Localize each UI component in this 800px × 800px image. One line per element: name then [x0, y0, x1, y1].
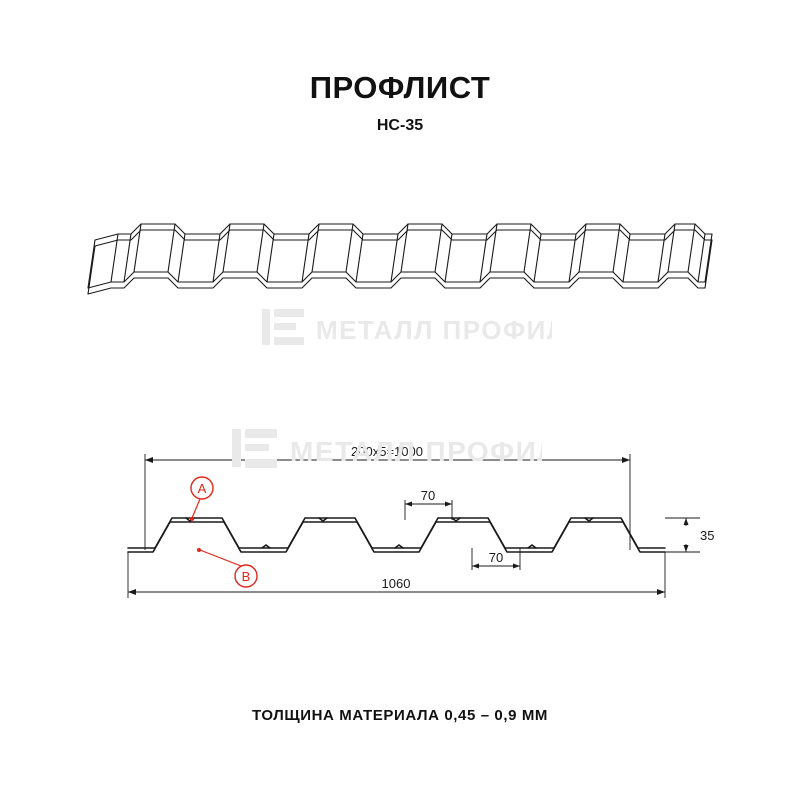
isometric-view: [0, 190, 800, 370]
callout-b-circle: [234, 564, 258, 588]
callout-b: B: [197, 548, 258, 588]
callout-a-label: A: [198, 481, 207, 496]
corrugation-lines: [87, 223, 713, 295]
dim-height: [665, 517, 700, 553]
callout-b-leader: [199, 549, 242, 567]
callout-a-dot: [190, 517, 194, 521]
callout-b-dot: [197, 548, 201, 552]
section-view: 200x5=1000 70 70: [0, 430, 800, 620]
section-svg: 200x5=1000 70 70: [127, 444, 714, 598]
profile-outline: [127, 517, 666, 553]
dim-label-total-width: 1060: [382, 576, 411, 591]
dim-label-height: 35: [700, 528, 714, 543]
dim-module-top: [144, 454, 631, 550]
page-title: ПРОФЛИСТ: [309, 70, 491, 105]
dim-total-width: [127, 552, 666, 598]
dim-rib-top: [404, 500, 453, 520]
material-thickness-note: ТОЛЩИНА МАТЕРИАЛА 0,45 – 0,9 ММ: [251, 707, 549, 724]
dim-label-rib-bottom: 70: [489, 550, 503, 565]
dim-label-module: 200x5=1000: [351, 444, 423, 459]
model-subtitle: НС-35: [376, 117, 424, 134]
callout-b-label: B: [242, 569, 251, 584]
dim-label-rib-top: 70: [421, 488, 435, 503]
dim-rib-bottom: [471, 548, 521, 570]
isometric-svg: [87, 223, 713, 295]
callout-a-circle: [190, 476, 214, 500]
callout-a: A: [190, 476, 214, 521]
callout-a-leader: [191, 498, 201, 519]
